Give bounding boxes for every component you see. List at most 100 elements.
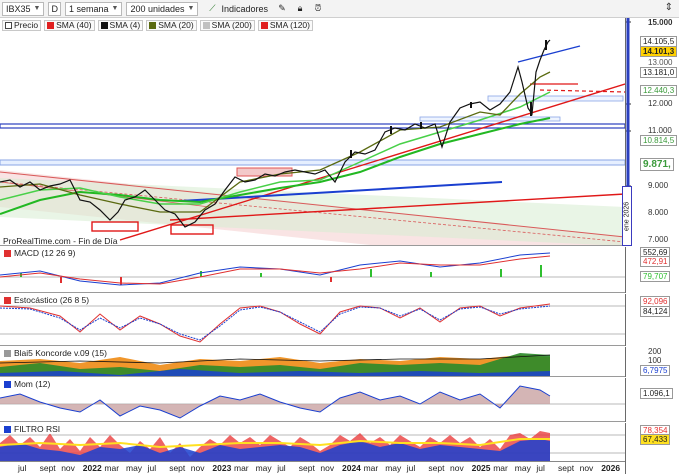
- indicator-icon: [4, 380, 11, 388]
- rsi-filter-axis[interactable]: 78,354 67,433: [625, 423, 679, 474]
- time-axis-year-label: 2023: [212, 463, 232, 473]
- blue-trend-line: [179, 181, 503, 202]
- price-axis-label: 15.000: [648, 18, 673, 27]
- legend-item-sma20[interactable]: SMA (20): [146, 19, 197, 31]
- legend-label: Precio: [14, 20, 39, 30]
- macd-signal-line: [0, 255, 551, 285]
- price-panel[interactable]: ProRealTime.com - Fin de Día: [0, 32, 625, 246]
- macd-chart: [0, 252, 625, 286]
- time-axis-month-label: jul: [536, 463, 545, 473]
- pivot-low-box: [91, 221, 139, 232]
- legend-label: SMA (120): [269, 20, 310, 30]
- momentum-panel[interactable]: Mom (12): [0, 378, 625, 422]
- price-axis-label: 13.000: [648, 58, 673, 67]
- stochastic-axis[interactable]: 92,096 84,124: [625, 294, 679, 346]
- time-axis-month-label: jul: [406, 463, 416, 473]
- indicators-label: Indicadores: [221, 3, 268, 14]
- stoch-d-value: 84,124: [640, 306, 671, 317]
- symbol-selector[interactable]: IBX35 ▼: [2, 1, 45, 16]
- period-selector[interactable]: 1 semana ▼: [64, 1, 123, 16]
- time-axis-month-label: jul: [147, 463, 157, 473]
- close-price-badge: 14.101,3: [640, 46, 678, 57]
- price-axis-label: 9.000: [648, 181, 669, 190]
- macd-panel[interactable]: MACD (12 26 9): [0, 247, 625, 293]
- legend-item-sma40[interactable]: SMA (40): [44, 19, 95, 31]
- target-line: [539, 89, 625, 93]
- koncorde-panel[interactable]: Blai5 Koncorde v.09 (15): [0, 347, 625, 377]
- rsi-filter-chart: [0, 431, 625, 461]
- resistance-band: [0, 123, 625, 129]
- support-band: [0, 159, 625, 166]
- future-date-marker: ene 2026: [622, 186, 632, 246]
- sma-200-line: [0, 117, 551, 215]
- time-axis-month-label: may: [385, 463, 402, 473]
- units-selector[interactable]: 200 unidades ▼: [126, 1, 199, 16]
- pivot-box: [236, 167, 293, 177]
- momentum-title: Mom (12): [2, 379, 53, 389]
- time-axis[interactable]: jul sept nov 2022 mar may jul sept nov 2023 mar may…: [0, 461, 625, 474]
- rsi-filter-title-label: FILTRO RSI: [14, 424, 61, 434]
- rsi-filter-panel[interactable]: FILTRO RSI: [0, 423, 625, 461]
- long-trend-line: [169, 193, 625, 221]
- momentum-chart: [0, 385, 625, 419]
- draw-tool-icon[interactable]: ✎: [278, 3, 286, 13]
- indicator-icon: [4, 249, 11, 257]
- macd-title: MACD (12 26 9): [2, 248, 78, 258]
- chevron-down-icon: ▼: [187, 5, 195, 12]
- legend-item-sma4[interactable]: SMA (4): [97, 19, 144, 31]
- chevron-up-down-icon[interactable]: ⇕: [664, 2, 673, 13]
- rsi-filter-value: 67,433: [640, 434, 671, 445]
- time-axis-month-label: sept: [558, 463, 575, 473]
- time-axis-month-label: mar: [493, 463, 508, 473]
- legend-item-precio[interactable]: Precio: [2, 19, 42, 31]
- legend-swatch: [202, 21, 210, 29]
- legend-swatch: [47, 21, 55, 29]
- time-axis-year-label: 2026: [601, 463, 621, 473]
- lock-icon[interactable]: 🔒︎: [297, 3, 303, 13]
- symbol-type-selector[interactable]: D: [48, 1, 61, 16]
- time-axis-year-label: 2025: [471, 463, 491, 473]
- koncorde-axis[interactable]: 200 100 6,7975: [625, 347, 679, 377]
- sma-badge: 10.814,5: [640, 135, 678, 146]
- price-axis-label: 8.000: [648, 208, 669, 217]
- time-axis-month-label: nov: [61, 463, 75, 473]
- indicator-legend: Precio SMA (40) SMA (4) SMA (20) SMA (20…: [0, 19, 313, 31]
- stochastic-panel[interactable]: Estocástico (26 8 5): [0, 294, 625, 346]
- momentum-line: [0, 385, 551, 419]
- koncorde-green-area: [0, 353, 550, 376]
- koncorde-axis-label: 100: [648, 356, 662, 365]
- legend-item-sma200[interactable]: SMA (200): [199, 19, 255, 31]
- price-chart: [0, 39, 625, 245]
- rsi-filter-line: [0, 438, 550, 449]
- rsi-filter-title: FILTRO RSI: [2, 424, 63, 434]
- pivot-low-box: [170, 224, 214, 235]
- koncorde-blue-area: [0, 369, 550, 376]
- price-axis-label: 7.000: [648, 235, 669, 244]
- candles: [350, 40, 547, 158]
- legend-swatch: [149, 21, 157, 29]
- time-axis-month-label: may: [255, 463, 272, 473]
- macd-axis[interactable]: 552,69 472,91 79,707: [625, 247, 679, 293]
- macd-histogram: [20, 265, 542, 285]
- time-axis-year-label: 2024: [342, 463, 361, 473]
- momentum-title-label: Mom (12): [14, 379, 51, 389]
- legend-item-sma120[interactable]: SMA (120): [257, 19, 313, 31]
- symbol-type-value: D: [51, 3, 58, 14]
- symbol-value: IBX35: [6, 3, 31, 14]
- time-axis-month-label: nov: [320, 463, 335, 473]
- alarm-icon[interactable]: ⏰︎: [314, 3, 322, 13]
- sma-120-line: [0, 91, 551, 205]
- momentum-axis[interactable]: 1.096,1: [625, 378, 679, 422]
- koncorde-value: 6,7975: [640, 365, 671, 376]
- time-axis-month-label: nov: [579, 463, 594, 473]
- sma-badge: 13.181,0: [640, 67, 678, 78]
- indicator-icon: [4, 296, 11, 304]
- time-axis-month-label: jul: [18, 463, 27, 473]
- indicators-icon: ⟋: [209, 3, 216, 13]
- price-axis[interactable]: 15.000 14.105,5 14.101,3 13.181,0 13.000…: [625, 18, 679, 246]
- momentum-area: [0, 386, 550, 418]
- indicators-button[interactable]: ⟋ Indicadores: [202, 2, 271, 16]
- koncorde-title: Blai5 Koncorde v.09 (15): [2, 348, 109, 358]
- legend-swatch: [100, 21, 108, 29]
- time-axis-month-label: sept: [39, 463, 56, 473]
